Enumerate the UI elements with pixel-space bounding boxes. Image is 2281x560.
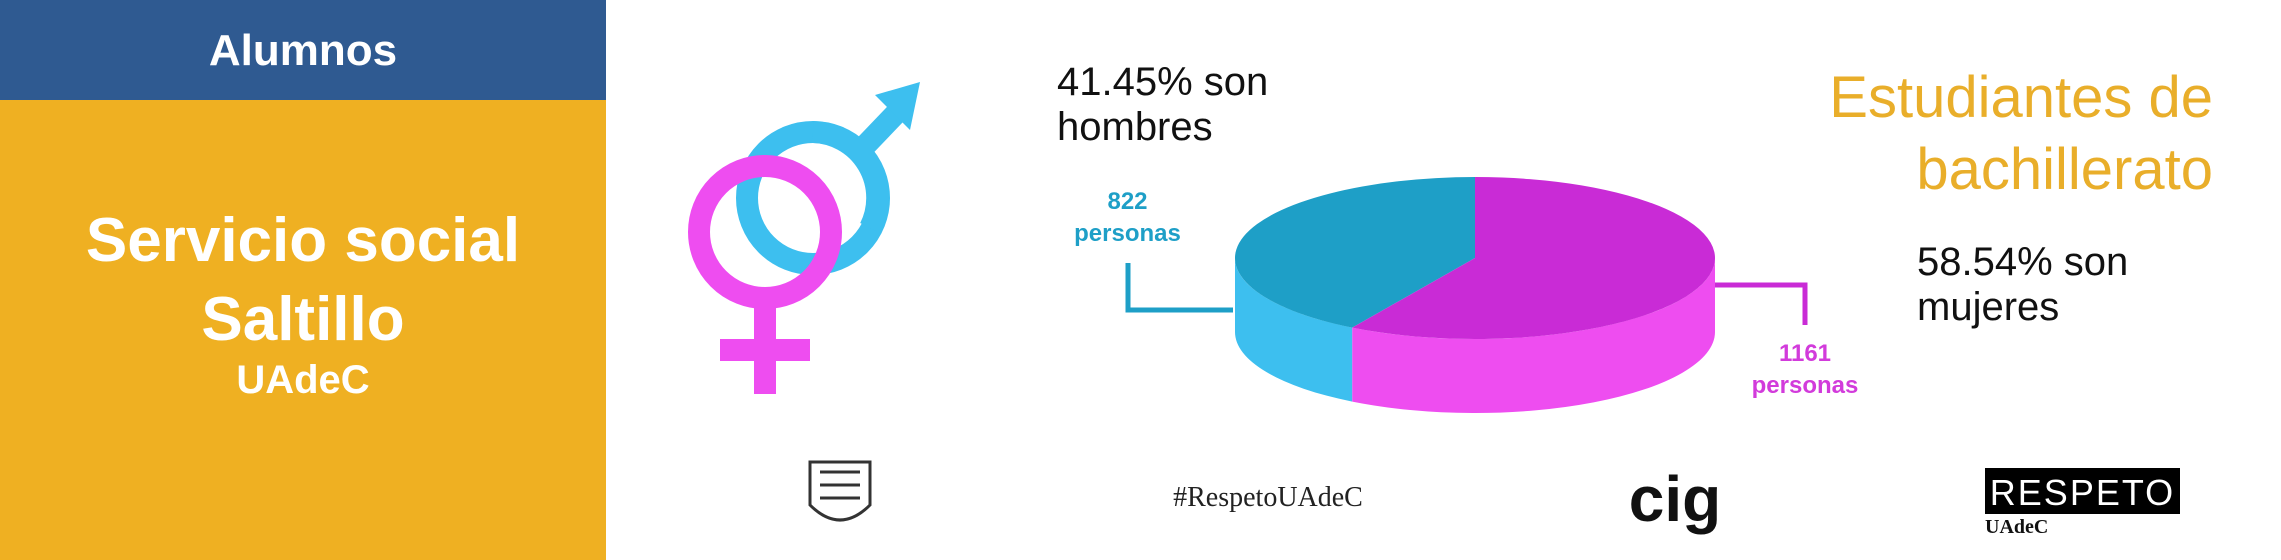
leader-line [1715, 282, 1808, 325]
pie-slice [1235, 177, 1475, 402]
gender-symbol [688, 82, 920, 394]
respeto-box [1985, 468, 2180, 514]
pie-slice [1352, 176, 1715, 414]
header: Alumnos [208, 26, 398, 75]
chart-title: Estudiantes de bachillerato [1829, 65, 2213, 202]
slice-label: 58.54% son mujeres [1917, 240, 2129, 329]
slice-side [1235, 258, 1353, 402]
slice-side [1352, 258, 1715, 414]
panel-title: Saltillo [201, 285, 405, 354]
uadec-shield [808, 460, 872, 522]
panel-subtitle: UAdeC [236, 358, 370, 402]
leader-line [1125, 263, 1233, 313]
count-label: 1161 personas [1751, 340, 1859, 399]
slice-label: 41.45% son hombres [1057, 60, 1269, 149]
respeto-sub: UAdeC [1985, 516, 2049, 538]
panel-title: Servicio social [85, 206, 521, 275]
count-label: 822 personas [1074, 188, 1181, 247]
slice-top [1352, 176, 1715, 339]
header-bar [0, 0, 606, 100]
slice-top [1235, 177, 1475, 328]
cig-logo: cig [1628, 463, 1722, 535]
respeto-logo: RESPETO [1989, 472, 2176, 513]
side-panel [0, 100, 606, 560]
hashtag: #RespetoUAdeC [1173, 482, 1363, 513]
